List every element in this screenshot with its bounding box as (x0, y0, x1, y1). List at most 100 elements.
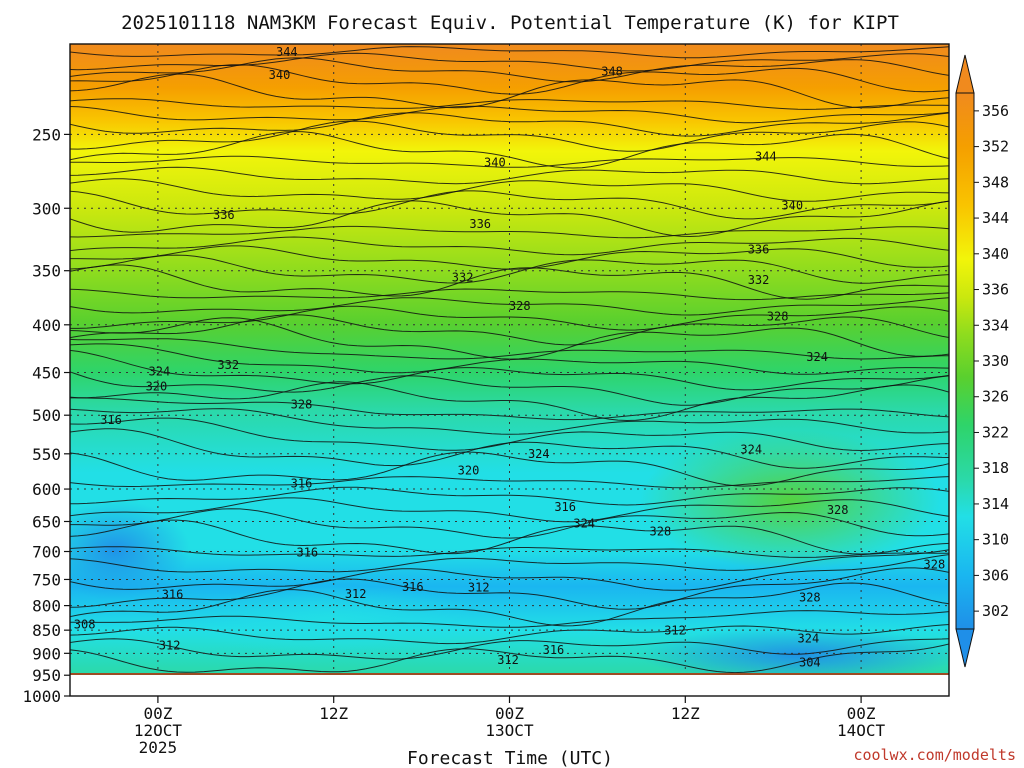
colorbar-tick-label: 348 (982, 173, 1009, 191)
contour-line (70, 264, 949, 300)
contour-line (70, 476, 949, 489)
contour-line (70, 254, 949, 284)
contour-label: 348 (601, 64, 623, 78)
contour-line (70, 112, 949, 137)
contour-label: 332 (748, 273, 770, 287)
x-tick-label: 2025 (139, 738, 178, 757)
contour-line (70, 497, 949, 523)
colorbar-tick-label: 336 (982, 281, 1009, 299)
colorbar-tick-label: 340 (982, 245, 1009, 263)
contour-label: 320 (146, 380, 168, 394)
contour-line (70, 314, 949, 346)
contour-line (70, 297, 949, 316)
x-tick-label: 12Z (671, 704, 700, 723)
contour-line (70, 57, 949, 83)
contour-label: 312 (345, 587, 367, 601)
contour-label: 336 (469, 217, 491, 231)
contour-line (70, 381, 949, 422)
contour-label: 312 (468, 580, 490, 594)
y-tick-label: 700 (32, 543, 61, 562)
contour-line (70, 486, 949, 506)
y-tick-label: 950 (32, 666, 61, 685)
y-tick-label: 250 (32, 125, 61, 144)
colorbar: 302 306 310 314 318 322 326 330 334 336 340 344 348 3… (955, 54, 1009, 668)
colorbar-tick-label: 352 (982, 138, 1009, 156)
y-tick-label: 900 (32, 644, 61, 663)
credit-text: coolwx.com/modelts (853, 746, 1016, 764)
contour-line (70, 98, 949, 110)
colorbar-tick-label: 356 (982, 102, 1009, 120)
contour-label: 324 (149, 365, 171, 379)
x-tick-label: 13OCT (485, 721, 534, 740)
colorbar-tick-label: 326 (982, 388, 1009, 406)
contour-label: 328 (827, 503, 849, 517)
colorbar-tick-label: 330 (982, 352, 1009, 370)
y-tick-label: 300 (32, 199, 61, 218)
contour-line (70, 508, 949, 539)
contour-label: 336 (748, 242, 770, 256)
contour-line (70, 371, 949, 406)
cold-pool-mid (420, 518, 520, 562)
contour-label: 324 (798, 632, 820, 646)
contour-label: 324 (806, 350, 828, 364)
contour-label: 316 (402, 580, 424, 594)
contour-label: 328 (799, 590, 821, 604)
contour-lines (70, 46, 949, 674)
colorbar-body (955, 92, 975, 630)
contour-line (70, 610, 949, 628)
contour-label: 332 (217, 358, 239, 372)
cyan-pool-low (180, 585, 480, 655)
colorbar-tick-label: 334 (982, 316, 1009, 334)
colorbar-tick-label: 318 (982, 459, 1009, 477)
contour-label: 340 (269, 68, 291, 82)
contour-line (70, 200, 949, 238)
contour-label: 320 (458, 463, 480, 477)
contour-line (70, 408, 949, 435)
contour-line (70, 305, 949, 331)
contour-label: 316 (100, 413, 122, 427)
contour-labels: 344 340 348 340 344 336 336 340 336 332 332 328 328 3… (74, 45, 945, 670)
colorbar-ticks: 302 306 310 314 318 322 326 330 334 336 340 344 348 3… (974, 102, 1009, 620)
contour-line (70, 567, 949, 610)
y-tick-label: 600 (32, 480, 61, 499)
contour-label: 304 (799, 656, 821, 670)
contour-line (70, 130, 949, 169)
temperature-pools (70, 430, 949, 675)
contour-label: 328 (767, 310, 789, 324)
cold-pool-right (640, 627, 949, 675)
contour-label: 328 (291, 398, 313, 412)
colorbar-top-arrow (955, 54, 975, 94)
contour-label: 328 (509, 299, 531, 313)
contour-line (70, 225, 949, 239)
contour-line (70, 73, 949, 109)
colorbar-tick-label: 306 (982, 566, 1009, 584)
contour-line (70, 582, 949, 627)
contour-line (70, 236, 949, 256)
contour-line (70, 546, 949, 558)
y-tick-label: 650 (32, 512, 61, 531)
contour-line (70, 643, 949, 674)
colorbar-tick-label: 314 (982, 495, 1009, 513)
contour-line (70, 451, 949, 487)
colorbar-tick-label: 302 (982, 602, 1009, 620)
contour-line (70, 397, 949, 421)
colorbar-tick-label: 322 (982, 423, 1009, 441)
ground-band (70, 673, 949, 675)
contour-line (70, 349, 949, 391)
x-tick-label: 00Z (495, 704, 524, 723)
contour-label: 344 (276, 45, 298, 59)
contour-line (70, 554, 949, 591)
contour-label: 316 (296, 546, 318, 560)
contour-line (70, 549, 949, 573)
y-tick-label: 750 (32, 570, 61, 589)
contour-line (70, 288, 949, 301)
colorbar-bottom-arrow (955, 628, 975, 668)
x-tick-label: 14OCT (837, 721, 886, 740)
contour-line (70, 178, 949, 202)
y-tick-label: 1000 (22, 687, 61, 706)
contour-line (70, 46, 949, 59)
contour-label: 328 (650, 524, 672, 538)
x-tick-label: 00Z (847, 704, 876, 723)
